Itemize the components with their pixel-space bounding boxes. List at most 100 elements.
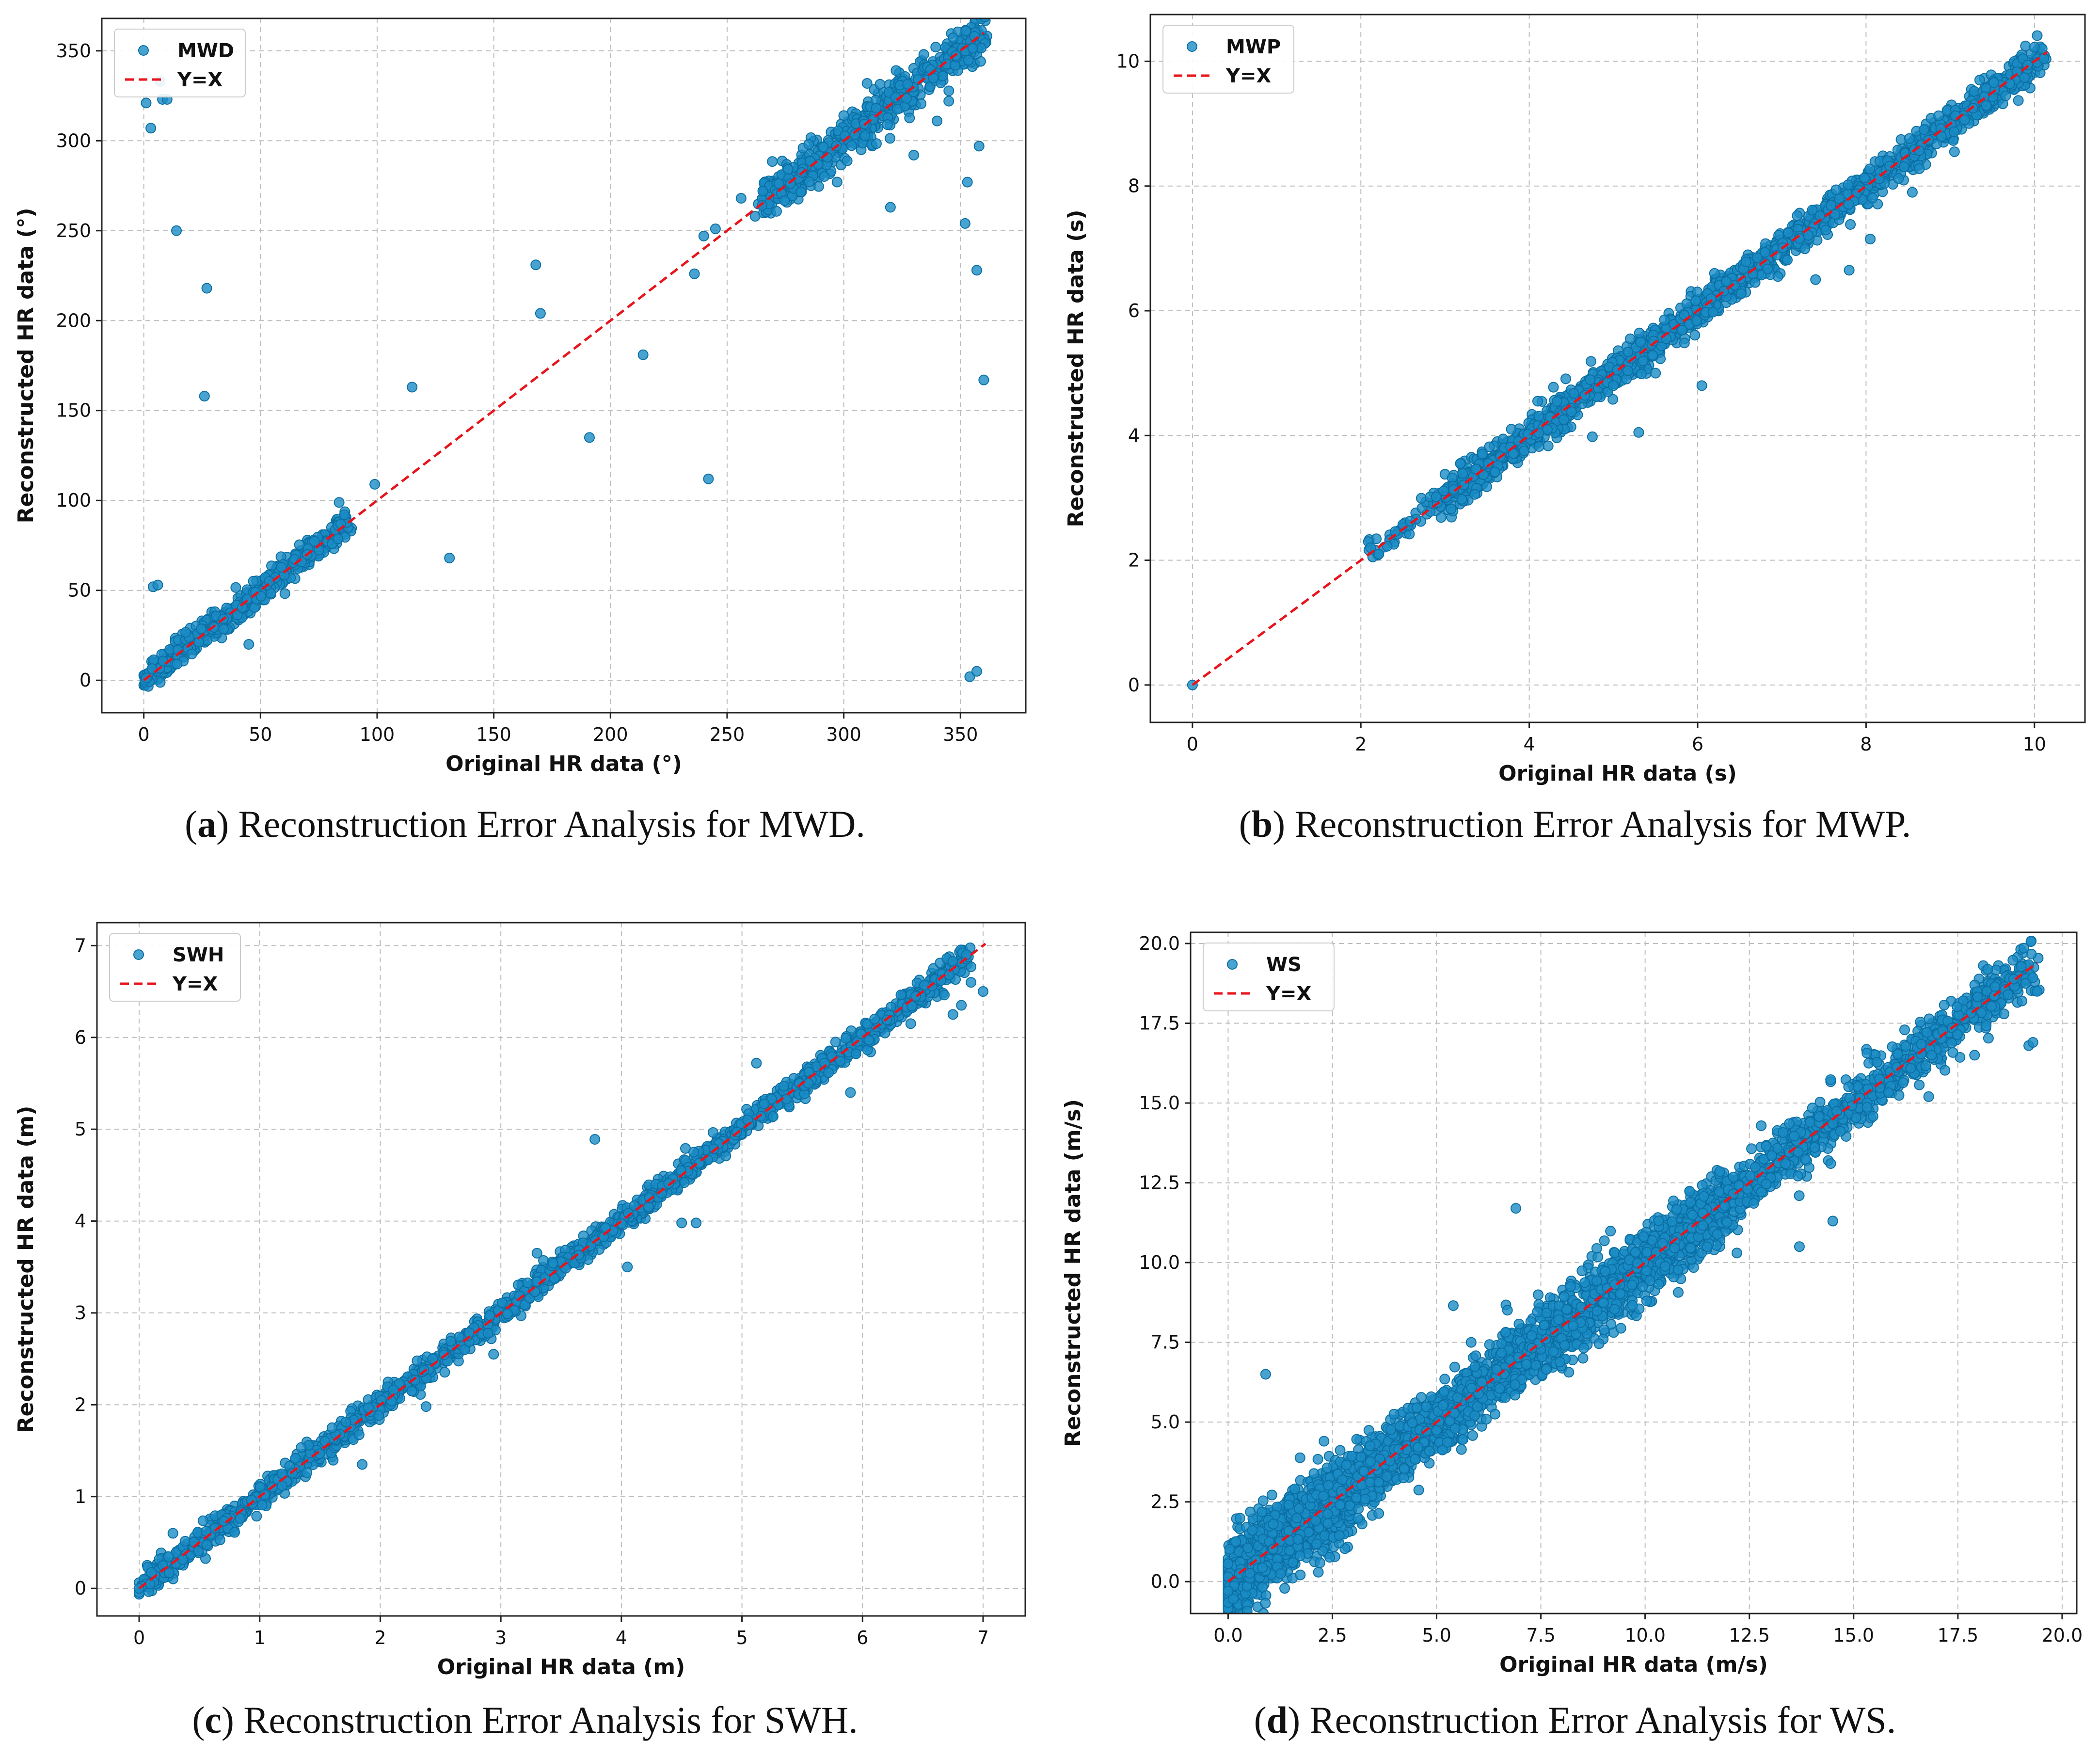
scatter-point	[357, 1459, 368, 1470]
scatter-point	[1720, 276, 1732, 287]
scatter-point	[302, 1467, 313, 1478]
caption-letter: a	[197, 803, 217, 845]
legend-label-series: MWP	[1226, 36, 1281, 58]
scatter-point	[407, 382, 418, 393]
scatter-point	[813, 181, 824, 192]
scatter-point	[1484, 441, 1495, 452]
scatter-point	[1751, 252, 1763, 263]
scatter-point	[1981, 100, 1992, 111]
y-tick-label: 5	[75, 1119, 86, 1140]
scatter-point	[840, 1033, 851, 1044]
scatter-point	[871, 103, 882, 114]
scatter-point	[643, 1201, 654, 1212]
scatter-point	[1469, 489, 1480, 500]
scatter-point	[259, 1489, 270, 1501]
scatter-point	[488, 1349, 499, 1360]
scatter-point	[290, 1453, 301, 1464]
scatter-point	[2020, 40, 2031, 51]
scatter-point	[956, 1000, 967, 1011]
x-tick-label: 6	[1692, 734, 1703, 755]
scatter-point	[243, 639, 255, 650]
scatter-point	[276, 1480, 287, 1491]
scatter-point	[973, 141, 985, 152]
scatter-point	[939, 990, 950, 1001]
scatter-point	[1759, 247, 1770, 258]
scatter-point	[1949, 146, 1960, 157]
plot-frame	[1149, 14, 2086, 723]
scatter-point	[943, 96, 955, 107]
scatter-point	[963, 55, 974, 66]
scatter-point	[141, 97, 152, 109]
scatter-point	[830, 1037, 841, 1048]
scatter-point	[1843, 199, 1854, 210]
scatter-point	[1969, 86, 1980, 97]
y-tick-label: 6	[1128, 300, 1140, 321]
panel-swh: 0 1 2 3 4 5 6 7 0 1 2 3 4 5 6 7 Original HR data (m) Reco…	[0, 879, 1050, 1758]
scatter-point	[1518, 446, 1529, 457]
scatter-point	[1820, 224, 1831, 236]
y-tick-label: 100	[56, 490, 91, 511]
scatter-point	[193, 1546, 204, 1557]
scatter-point	[589, 1134, 601, 1145]
scatter-point	[309, 536, 320, 547]
scatter-point	[688, 1147, 700, 1158]
scatter-point	[1859, 173, 1870, 184]
scatter-point	[835, 1055, 846, 1067]
caption-letter: b	[1251, 803, 1273, 845]
scatter-point	[1974, 75, 1985, 86]
scatter-point	[757, 185, 768, 196]
scatter-point	[691, 1217, 702, 1229]
plot-frame	[101, 17, 1027, 714]
x-tick-label: 3	[495, 1627, 507, 1648]
scatter-point	[1647, 350, 1658, 361]
caption-text: Reconstruction Error Analysis for MWD.	[238, 803, 865, 845]
scatter-point	[444, 552, 455, 563]
scatter-point	[1533, 441, 1544, 452]
identity-line	[143, 32, 985, 682]
scatter-point	[2019, 72, 2030, 83]
scatter-point	[406, 1386, 417, 1397]
y-tick-label: 0	[75, 1578, 86, 1599]
scatter-point	[623, 1208, 634, 1219]
scatter-point	[1636, 368, 1647, 380]
scatter-point	[1898, 161, 1909, 172]
x-tick-label: 1	[254, 1627, 266, 1648]
scatter-point	[967, 43, 978, 54]
x-tick-label: 0	[133, 1627, 145, 1648]
scatter-point	[1865, 234, 1876, 245]
scatter-point	[1948, 126, 1959, 137]
x-axis-title: Original HR data (s)	[1498, 761, 1737, 786]
legend-marker-points	[133, 949, 144, 960]
scatter-point	[689, 268, 700, 279]
x-tick-label: 4	[616, 1627, 627, 1648]
scatter-point	[778, 1081, 789, 1092]
x-tick-label: 150	[476, 724, 511, 745]
legend-label-identity: Y=X	[177, 69, 223, 91]
scatter-point	[502, 1308, 513, 1319]
x-axis-title: Original HR data (°)	[445, 751, 682, 776]
scatter-series	[134, 943, 988, 1600]
scatter-point	[152, 579, 163, 591]
scatter-point	[1810, 274, 1821, 285]
scatter-point	[803, 1078, 814, 1089]
scatter-point	[637, 349, 649, 360]
scatter-point	[1490, 466, 1501, 478]
scatter-point	[255, 1482, 266, 1493]
x-tick-label: 2	[374, 1627, 386, 1648]
scatter-point	[229, 1527, 240, 1538]
chart-mwd: 0 50 100 150 200 250 300 3500501001502002503003…	[14, 17, 1027, 776]
scatter-point	[1455, 458, 1466, 469]
caption-mwp: (b) Reconstruction Error Analysis for MW…	[1239, 803, 1911, 845]
panel-mwd: 0 50 100 150 200 250 300 350 0 50 100 150 200 250 300 3…	[0, 0, 1050, 879]
scatter-point	[1740, 256, 1751, 268]
scatter-point	[1826, 200, 1837, 211]
scatter-point	[1456, 494, 1467, 505]
scatter-point	[410, 1374, 421, 1386]
x-tick-label: 6	[857, 1627, 868, 1648]
scatter-point	[180, 1535, 191, 1547]
scatter-point	[1650, 368, 1661, 379]
scatter-point	[622, 1262, 633, 1273]
scatter-point	[201, 283, 212, 294]
scatter-point	[1548, 382, 1559, 393]
